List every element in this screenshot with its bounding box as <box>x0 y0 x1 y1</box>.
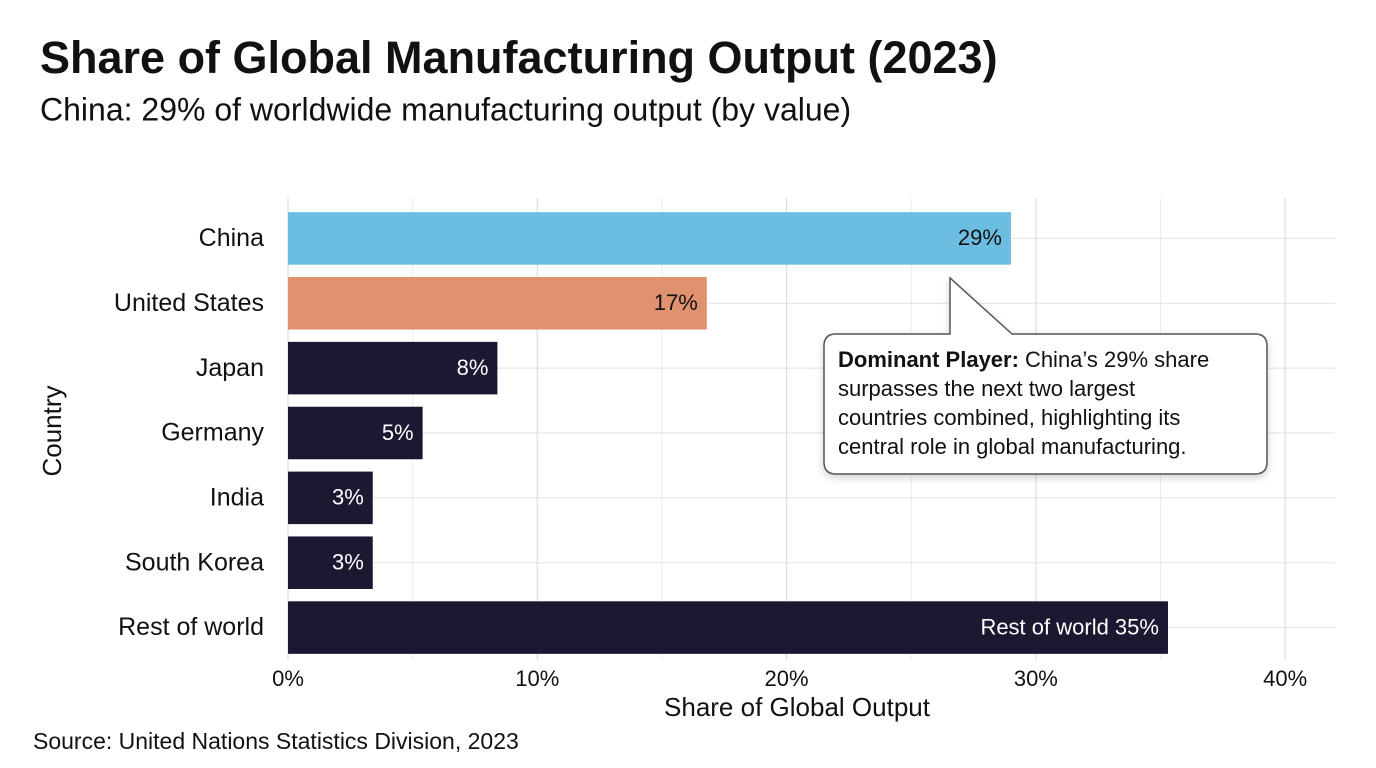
bars: China 29% United States 17% Japan 8% Germany 5%… <box>114 212 1168 654</box>
y-tick-label: South Korea <box>125 548 264 576</box>
value-label: 29% <box>958 225 1002 250</box>
callout-label: Dominant Player: <box>838 347 1019 372</box>
y-tick-label: China <box>199 224 264 252</box>
x-tick-label: 10% <box>515 666 559 691</box>
x-tick-label: 20% <box>765 666 809 691</box>
y-tick-label: India <box>210 483 264 511</box>
callout-box <box>823 276 1268 475</box>
chart-subtitle: China: 29% of worldwide manufacturing ou… <box>40 91 851 127</box>
bar <box>288 277 707 330</box>
x-tick-label: 0% <box>272 666 304 691</box>
bar <box>288 471 373 525</box>
y-tick-label: Rest of world <box>118 613 264 641</box>
value-label: 5% <box>382 420 414 445</box>
callout-line: countries combined, highlighting its <box>838 405 1180 430</box>
value-label: 17% <box>654 290 698 315</box>
x-tick-label: 40% <box>1263 666 1307 691</box>
x-tick-label: 30% <box>1014 666 1058 691</box>
x-axis-label: Share of Global Output <box>664 692 931 722</box>
y-axis-label: Country <box>37 385 67 476</box>
value-label: Rest of world 35% <box>980 614 1159 639</box>
value-label: 3% <box>332 550 364 575</box>
callout-line: surpasses the next two largest <box>838 376 1135 401</box>
y-tick-label: Germany <box>161 419 264 447</box>
source: Source: United Nations Statistics Divisi… <box>33 728 519 754</box>
bar <box>288 212 1011 265</box>
annotation: Dominant Player: China’s 29% share surpas… <box>823 276 1268 475</box>
y-tick-label: United States <box>114 289 264 317</box>
bar <box>288 601 1168 654</box>
bar <box>288 341 498 395</box>
bar <box>288 536 373 589</box>
chart-title: Share of Global Manufacturing Output (20… <box>40 32 998 83</box>
callout-line: central role in global manufacturing. <box>838 434 1187 459</box>
value-label: 3% <box>332 485 364 510</box>
callout-text: Dominant Player: China’s 29% share <box>838 347 1209 372</box>
bar <box>288 406 423 460</box>
y-tick-label: Japan <box>196 354 264 382</box>
callout-line: China’s 29% share <box>1025 347 1209 372</box>
value-label: 8% <box>457 355 489 380</box>
